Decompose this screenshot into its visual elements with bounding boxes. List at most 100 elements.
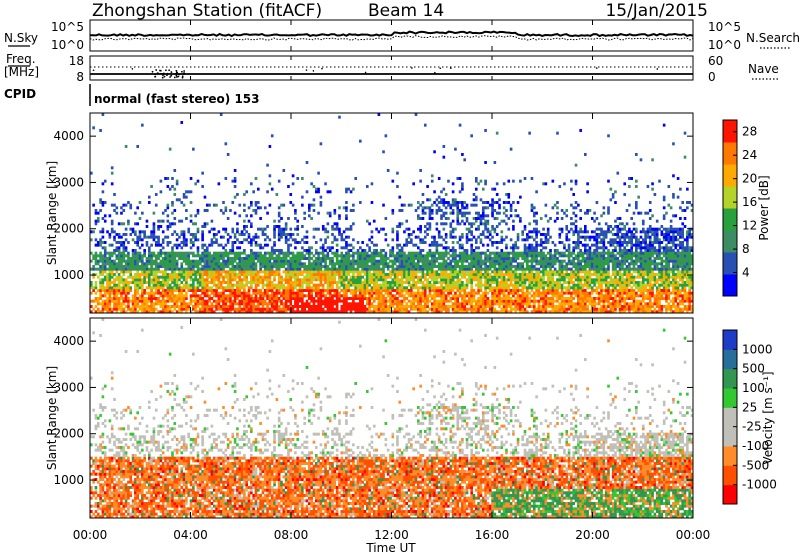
power-cell bbox=[321, 225, 325, 228]
power-cell bbox=[189, 238, 193, 242]
power-cell bbox=[201, 230, 204, 234]
power-cell bbox=[526, 299, 529, 303]
power-cell bbox=[268, 257, 272, 260]
power-cell bbox=[233, 241, 237, 244]
power-cell bbox=[298, 297, 302, 300]
power-cell bbox=[210, 273, 214, 276]
power-cell bbox=[196, 249, 200, 252]
nave-tick-high: 60 bbox=[708, 54, 723, 68]
power-cell bbox=[245, 275, 249, 279]
power-cell bbox=[386, 267, 390, 271]
power-cell bbox=[150, 185, 153, 188]
power-cell bbox=[157, 251, 160, 255]
power-cell bbox=[451, 265, 455, 268]
power-cell bbox=[287, 259, 290, 263]
nave-point bbox=[181, 75, 184, 78]
power-cell bbox=[150, 270, 153, 274]
power-cell bbox=[500, 273, 504, 276]
power-cell bbox=[340, 307, 344, 311]
power-cell bbox=[96, 211, 100, 215]
power-cell bbox=[535, 275, 538, 279]
power-cell bbox=[375, 291, 378, 295]
power-cell bbox=[419, 254, 422, 258]
power-cell bbox=[194, 302, 197, 306]
power-cell bbox=[372, 273, 376, 276]
power-cell bbox=[474, 259, 478, 263]
power-cell bbox=[377, 262, 381, 266]
power-cell bbox=[138, 273, 142, 276]
power-cell bbox=[386, 289, 390, 292]
power-cell bbox=[127, 265, 130, 268]
power-cell bbox=[296, 307, 300, 311]
power-cell bbox=[208, 257, 211, 260]
power-cell bbox=[477, 283, 480, 287]
power-cell bbox=[208, 267, 211, 271]
power-cell bbox=[210, 259, 214, 263]
power-cell bbox=[345, 262, 348, 266]
power-cell bbox=[421, 267, 425, 271]
power-cell bbox=[212, 275, 216, 279]
power-cell bbox=[493, 270, 497, 274]
power-cell bbox=[175, 238, 179, 242]
power-cell bbox=[359, 251, 362, 255]
power-cell bbox=[277, 307, 281, 311]
power-cell bbox=[252, 278, 255, 282]
power-cell bbox=[240, 230, 244, 234]
power-cell bbox=[461, 275, 464, 279]
power-cell bbox=[412, 265, 415, 268]
power-cell bbox=[500, 307, 504, 311]
power-cell bbox=[412, 294, 415, 298]
power-cell bbox=[250, 297, 253, 300]
power-cell bbox=[370, 259, 374, 263]
power-cell bbox=[96, 310, 100, 314]
power-cell bbox=[236, 307, 239, 311]
power-cell bbox=[433, 273, 436, 276]
power-cell bbox=[305, 286, 309, 290]
power-cell bbox=[342, 270, 346, 274]
power-cell bbox=[458, 302, 462, 306]
power-cell bbox=[131, 257, 135, 260]
power-cell bbox=[268, 259, 272, 263]
power-cell bbox=[150, 297, 153, 300]
power-cell bbox=[182, 251, 186, 255]
power-cell bbox=[417, 289, 420, 292]
power-cell bbox=[463, 201, 467, 204]
power-cell bbox=[442, 254, 446, 258]
power-cell bbox=[238, 273, 242, 276]
power-cell bbox=[370, 291, 374, 295]
power-cell bbox=[426, 265, 429, 268]
power-cell bbox=[321, 257, 325, 260]
power-cell bbox=[523, 283, 527, 287]
power-cell bbox=[270, 281, 274, 284]
power-cell bbox=[347, 289, 351, 292]
power-cell bbox=[532, 249, 536, 252]
power-cell bbox=[338, 262, 341, 266]
power-cell bbox=[481, 262, 485, 266]
power-cell bbox=[166, 243, 170, 247]
power-cell bbox=[96, 299, 100, 303]
power-cell bbox=[212, 299, 216, 303]
nave-point bbox=[170, 71, 173, 73]
power-cell bbox=[321, 273, 325, 276]
power-cell bbox=[296, 265, 300, 268]
power-cell bbox=[382, 270, 385, 274]
power-cell bbox=[201, 254, 204, 258]
power-cell bbox=[245, 273, 249, 276]
power-cell bbox=[474, 257, 478, 260]
power-cell bbox=[449, 262, 453, 266]
power-cell bbox=[147, 305, 151, 308]
power-cell bbox=[199, 302, 202, 306]
power-cell bbox=[273, 230, 276, 234]
power-cell bbox=[372, 267, 376, 271]
power-cell bbox=[465, 238, 469, 242]
power-cell bbox=[99, 243, 102, 247]
power-cell bbox=[456, 307, 460, 311]
power-cell bbox=[442, 251, 446, 255]
power-cell bbox=[359, 254, 362, 258]
power-cell bbox=[474, 217, 478, 220]
power-cell bbox=[134, 281, 137, 284]
power-cell bbox=[180, 241, 184, 244]
power-cell bbox=[136, 235, 139, 239]
power-cell bbox=[477, 291, 480, 295]
power-cell bbox=[447, 299, 450, 303]
